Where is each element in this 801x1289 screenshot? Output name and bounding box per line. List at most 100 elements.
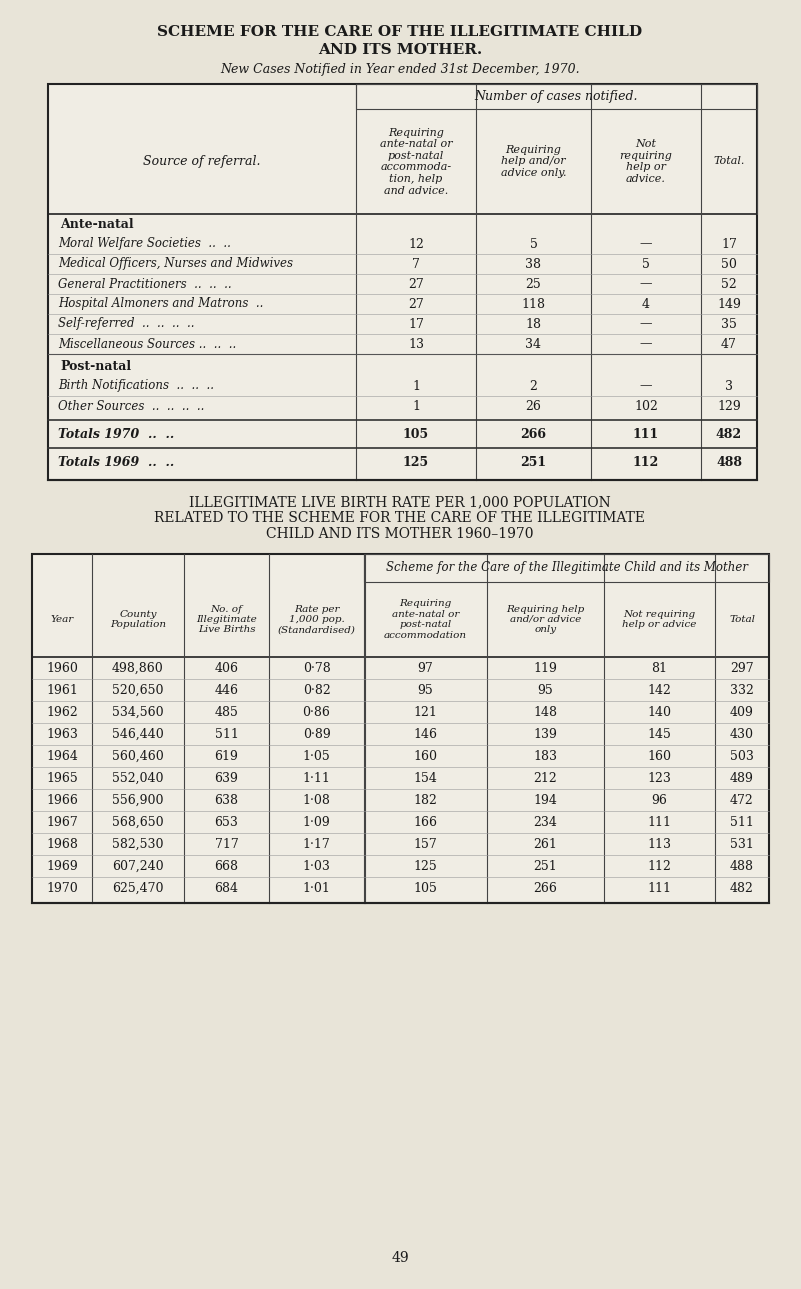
Text: 50: 50: [721, 258, 737, 271]
Text: Rate per
1,000 pop.
(Standardised): Rate per 1,000 pop. (Standardised): [278, 605, 356, 634]
Text: 1966: 1966: [46, 794, 78, 807]
Text: 717: 717: [215, 838, 239, 851]
Text: 489: 489: [730, 772, 754, 785]
Text: 1970: 1970: [46, 882, 78, 895]
Text: 1964: 1964: [46, 749, 78, 763]
Text: RELATED TO THE SCHEME FOR THE CARE OF THE ILLEGITIMATE: RELATED TO THE SCHEME FOR THE CARE OF TH…: [155, 510, 646, 525]
Text: 472: 472: [731, 794, 754, 807]
Text: 125: 125: [413, 860, 437, 873]
Text: 1962: 1962: [46, 705, 78, 718]
Text: Not requiring
help or advice: Not requiring help or advice: [622, 610, 697, 629]
Text: AND ITS MOTHER.: AND ITS MOTHER.: [318, 43, 482, 57]
Text: 485: 485: [215, 705, 239, 718]
Text: 160: 160: [413, 749, 437, 763]
Text: 102: 102: [634, 400, 658, 412]
Text: 146: 146: [413, 727, 437, 740]
Text: 160: 160: [647, 749, 671, 763]
Text: 430: 430: [730, 727, 754, 740]
Text: 13: 13: [408, 338, 424, 351]
Text: 607,240: 607,240: [112, 860, 164, 873]
Text: Birth Notifications  ..  ..  ..: Birth Notifications .. .. ..: [58, 379, 214, 392]
Text: 638: 638: [215, 794, 239, 807]
Text: 625,470: 625,470: [112, 882, 163, 895]
Text: 35: 35: [721, 317, 737, 330]
Text: 297: 297: [731, 661, 754, 674]
Text: 129: 129: [717, 400, 741, 412]
Text: 105: 105: [413, 882, 437, 895]
Text: 332: 332: [730, 683, 754, 696]
Text: 12: 12: [408, 237, 424, 250]
Text: 639: 639: [215, 772, 239, 785]
Text: 121: 121: [413, 705, 437, 718]
Text: 266: 266: [521, 428, 546, 441]
Text: 125: 125: [403, 455, 429, 468]
Text: General Practitioners  ..  ..  ..: General Practitioners .. .. ..: [58, 277, 231, 290]
Text: 27: 27: [409, 298, 424, 311]
Text: 111: 111: [633, 428, 659, 441]
Text: SCHEME FOR THE CARE OF THE ILLEGITIMATE CHILD: SCHEME FOR THE CARE OF THE ILLEGITIMATE …: [158, 24, 642, 39]
Text: Miscellaneous Sources ..  ..  ..: Miscellaneous Sources .. .. ..: [58, 338, 236, 351]
Text: Ante-natal: Ante-natal: [60, 218, 134, 231]
Text: 112: 112: [633, 455, 659, 468]
Text: 113: 113: [647, 838, 671, 851]
Text: 1·01: 1·01: [303, 882, 331, 895]
Text: 7: 7: [412, 258, 420, 271]
Text: 118: 118: [521, 298, 545, 311]
Text: 498,860: 498,860: [112, 661, 164, 674]
Text: 261: 261: [533, 838, 557, 851]
Text: Number of cases notified.: Number of cases notified.: [475, 90, 638, 103]
Text: 568,650: 568,650: [112, 816, 164, 829]
Text: 251: 251: [533, 860, 557, 873]
Text: Requiring
help and/or
advice only.: Requiring help and/or advice only.: [501, 144, 566, 178]
Text: Post-natal: Post-natal: [60, 360, 131, 373]
Text: 194: 194: [533, 794, 557, 807]
Text: Self-referred  ..  ..  ..  ..: Self-referred .. .. .. ..: [58, 317, 195, 330]
Text: ILLEGITIMATE LIVE BIRTH RATE PER 1,000 POPULATION: ILLEGITIMATE LIVE BIRTH RATE PER 1,000 P…: [189, 495, 611, 509]
Text: 1968: 1968: [46, 838, 78, 851]
Text: 1: 1: [412, 400, 420, 412]
Text: 0·78: 0·78: [303, 661, 330, 674]
Text: 0·86: 0·86: [303, 705, 331, 718]
Text: 552,040: 552,040: [112, 772, 163, 785]
Text: 95: 95: [417, 683, 433, 696]
Text: 520,650: 520,650: [112, 683, 163, 696]
Text: 140: 140: [647, 705, 671, 718]
Text: 111: 111: [647, 816, 671, 829]
Text: 3: 3: [725, 379, 733, 392]
Text: 1961: 1961: [46, 683, 78, 696]
Text: Total: Total: [729, 615, 755, 624]
Text: Medical Officers, Nurses and Midwives: Medical Officers, Nurses and Midwives: [58, 258, 293, 271]
Text: 266: 266: [533, 882, 557, 895]
Text: Year: Year: [50, 615, 74, 624]
Text: Requiring help
and/or advice
only: Requiring help and/or advice only: [506, 605, 585, 634]
Text: 482: 482: [716, 428, 742, 441]
Text: 1·08: 1·08: [303, 794, 331, 807]
Text: Scheme for the Care of the Illegitimate Child and its Mother: Scheme for the Care of the Illegitimate …: [385, 562, 747, 575]
Text: 2: 2: [529, 379, 537, 392]
Text: —: —: [640, 317, 652, 330]
Text: 684: 684: [215, 882, 239, 895]
Text: 157: 157: [413, 838, 437, 851]
Text: 511: 511: [215, 727, 239, 740]
Text: 1·05: 1·05: [303, 749, 330, 763]
Text: 1·03: 1·03: [303, 860, 331, 873]
Text: 1967: 1967: [46, 816, 78, 829]
Text: 142: 142: [647, 683, 671, 696]
Text: 111: 111: [647, 882, 671, 895]
Text: Requiring
ante-natal or
post-natal
accommodation: Requiring ante-natal or post-natal accom…: [384, 599, 467, 639]
Text: 49: 49: [391, 1252, 409, 1265]
Text: 560,460: 560,460: [112, 749, 164, 763]
Text: —: —: [640, 379, 652, 392]
Text: 234: 234: [533, 816, 557, 829]
Text: 1: 1: [412, 379, 420, 392]
Text: 47: 47: [721, 338, 737, 351]
Text: 406: 406: [215, 661, 239, 674]
Text: 97: 97: [417, 661, 433, 674]
Text: Source of referral.: Source of referral.: [143, 155, 261, 168]
Text: 95: 95: [537, 683, 553, 696]
Text: New Cases Notified in Year ended 31st December, 1970.: New Cases Notified in Year ended 31st De…: [220, 63, 580, 76]
Text: Other Sources  ..  ..  ..  ..: Other Sources .. .. .. ..: [58, 400, 204, 412]
Text: 531: 531: [730, 838, 754, 851]
Bar: [356, 84, 757, 110]
Text: —: —: [640, 237, 652, 250]
